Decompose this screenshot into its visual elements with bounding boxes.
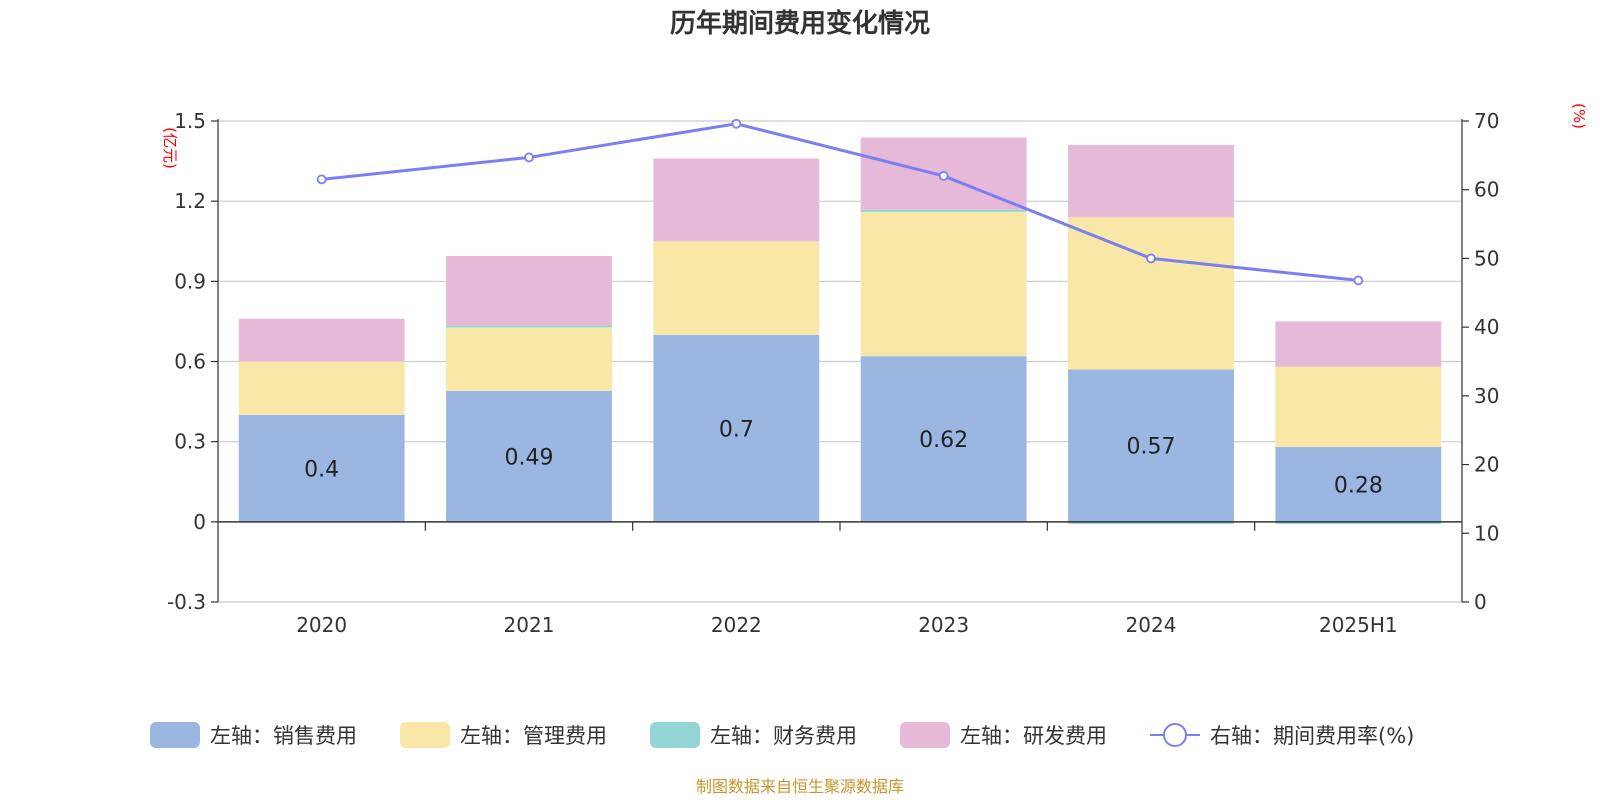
bar-segment [446, 325, 612, 327]
category-label: 2022 [711, 613, 762, 637]
legend-swatch [150, 722, 200, 748]
legend-swatch [400, 722, 450, 748]
legend-label: 左轴：销售费用 [210, 724, 357, 748]
category-label: 2020 [296, 613, 347, 637]
bar-value-label: 0.57 [1127, 435, 1176, 460]
right-tick-label: 60 [1474, 178, 1499, 202]
bar-segment [446, 327, 612, 391]
left-tick-label: 0.9 [174, 269, 206, 293]
bar-segment [861, 212, 1027, 356]
bars [239, 138, 1442, 524]
right-tick-label: 30 [1474, 384, 1499, 408]
legend-swatch [900, 722, 950, 748]
rate-line-point [318, 175, 326, 183]
bar-segment [1275, 367, 1441, 447]
right-tick-label: 0 [1474, 590, 1487, 614]
bar-segment [239, 362, 405, 415]
bar-segment [861, 210, 1027, 212]
rate-line-point [732, 120, 740, 128]
bar-value-label: 0.4 [304, 457, 339, 482]
legend-marker [1164, 724, 1186, 746]
bar-value-label: 0.28 [1334, 473, 1383, 498]
bar-value-label: 0.7 [719, 417, 754, 442]
source-note: 制图数据来自恒生聚源数据库 [696, 777, 904, 796]
bar-segment [1068, 145, 1234, 217]
bar-segment [446, 256, 612, 325]
right-tick-label: 40 [1474, 315, 1499, 339]
legend-label: 右轴：期间费用率(%) [1210, 724, 1414, 748]
category-label: 2021 [504, 613, 555, 637]
legend: 左轴：销售费用 左轴：管理费用 左轴：财务费用 左轴：研发费用 右轴：期间费用率(%) [150, 722, 1414, 748]
rate-line-point [525, 153, 533, 161]
bar-segment [653, 241, 819, 335]
legend-label: 左轴：管理费用 [460, 724, 607, 748]
left-tick-label: 0.6 [174, 350, 206, 374]
legend-swatch [650, 722, 700, 748]
chart-title: 历年期间费用变化情况 [670, 8, 930, 39]
bar-segment [1068, 217, 1234, 369]
left-tick-label: 1.2 [174, 189, 206, 213]
legend-label: 左轴：财务费用 [710, 724, 857, 748]
left-tick-label: 0 [193, 510, 206, 534]
right-tick-label: 10 [1474, 521, 1499, 545]
chart-svg: 历年期间费用变化情况 -0.300.30.60.91.21.5010203040… [0, 0, 1600, 800]
right-tick-label: 20 [1474, 453, 1499, 477]
left-axis-unit: (亿元) [161, 127, 179, 169]
bar-value-label: 0.62 [919, 428, 968, 453]
bar-value-label: 0.49 [505, 445, 554, 470]
left-tick-label: 0.3 [174, 430, 206, 454]
category-label: 2023 [918, 613, 969, 637]
bar-segment [653, 158, 819, 241]
category-label: 2025H1 [1319, 613, 1398, 637]
legend-label: 左轴：研发费用 [960, 724, 1107, 748]
right-tick-label: 70 [1474, 109, 1499, 133]
right-tick-label: 50 [1474, 246, 1499, 270]
chart-container: 历年期间费用变化情况 -0.3 0 0.3 0.6 0.9 1.2 1.5 0 10 20 30 40… [0, 0, 1600, 800]
rate-line-point [1147, 254, 1155, 262]
right-axis-unit: (%) [1570, 103, 1588, 129]
bar-segment [239, 319, 405, 362]
bar-segment [1275, 321, 1441, 366]
category-label: 2024 [1126, 613, 1177, 637]
rate-line-point [1354, 276, 1362, 284]
rate-line-point [940, 172, 948, 180]
left-tick-label: -0.3 [167, 590, 206, 614]
